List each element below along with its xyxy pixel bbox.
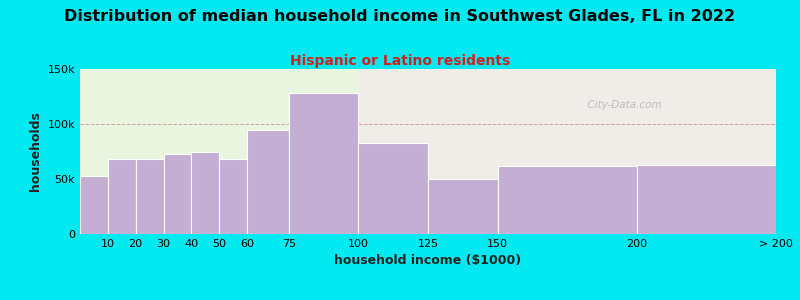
Bar — [637, 165, 776, 234]
Bar — [358, 143, 428, 234]
Bar — [428, 179, 498, 234]
X-axis label: household income ($1000): household income ($1000) — [334, 254, 522, 267]
Bar — [358, 69, 776, 234]
Y-axis label: households: households — [29, 112, 42, 191]
Text: Distribution of median household income in Southwest Glades, FL in 2022: Distribution of median household income … — [65, 9, 735, 24]
Bar — [247, 130, 289, 234]
Bar — [80, 69, 358, 234]
Bar — [108, 159, 136, 234]
Bar — [498, 166, 637, 234]
Bar — [163, 154, 191, 234]
Bar — [289, 93, 358, 234]
Bar — [219, 159, 247, 234]
Text: City-Data.com: City-Data.com — [581, 100, 662, 110]
Text: Hispanic or Latino residents: Hispanic or Latino residents — [290, 54, 510, 68]
Bar — [191, 152, 219, 234]
Bar — [136, 159, 163, 234]
Bar — [80, 176, 108, 234]
